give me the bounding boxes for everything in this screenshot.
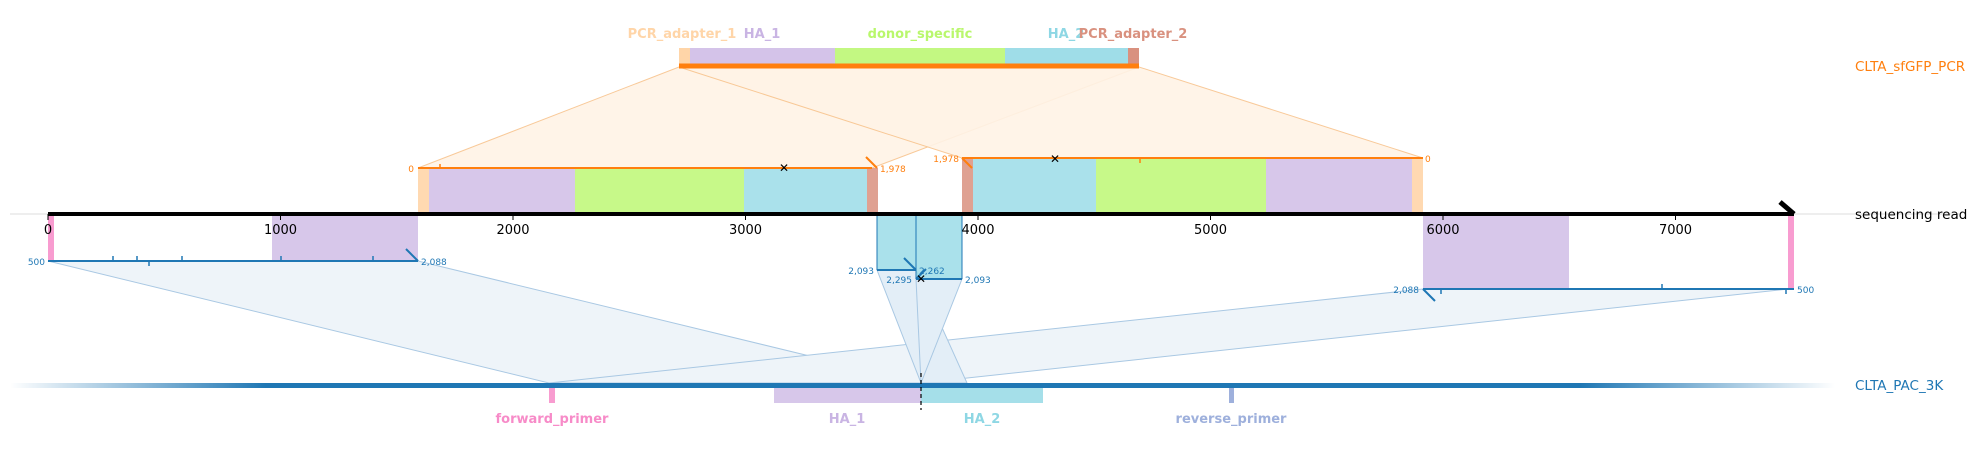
pcr-right-end-num: 0 [1425, 155, 1431, 165]
ref-projection-right [548, 288, 1789, 384]
ref-track [10, 373, 1835, 410]
pcr-right-mismatch-mark: ✕ [1050, 152, 1060, 166]
ref-mid-mismatch-mark: ✕ [916, 272, 926, 286]
pcr-left-start-num: 0 [408, 165, 414, 175]
pcr-left-end-num: 1,978 [880, 165, 906, 175]
pcr-label-ha1: HA_1 [744, 27, 781, 42]
ref-feature-forward-primer-bar [549, 388, 555, 403]
pcr-label-adapter-2: PCR_adapter_2 [1079, 27, 1188, 42]
read-tick-label: 3000 [729, 223, 762, 238]
pcr-feature-ha1-bar [690, 48, 835, 65]
pcr-track [679, 48, 1139, 69]
read-tick-label: 5000 [1194, 223, 1227, 238]
pcr-right-start-num: 1,978 [933, 155, 959, 165]
ref-feature-ha1-bar [774, 388, 921, 403]
ref-mid2-start-num: 2,295 [886, 276, 912, 286]
ref-left-end-num: 2,088 [421, 258, 447, 268]
read-tick-label: 6000 [1426, 223, 1459, 238]
ref-right-end-num: 500 [1797, 286, 1814, 296]
pcr-left-mismatch-mark: ✕ [779, 161, 789, 175]
ref-feature-reverse-primer-bar [1229, 388, 1234, 403]
pcr-label-donor: donor_specific [868, 27, 973, 42]
read-tick-label: 4000 [961, 223, 994, 238]
pcr-label-ha2: HA_2 [1048, 27, 1085, 42]
pcr-feature-donor-bar [835, 48, 1005, 65]
read-tick-label: 2000 [496, 223, 529, 238]
ref-label-ha2: HA_2 [964, 412, 1001, 427]
ref-label-forward-primer: forward_primer [496, 412, 610, 427]
read-tick-label: 7000 [1659, 223, 1692, 238]
pcr-alignment-right: ✕ 1,978 0 [933, 152, 1431, 214]
ref-mid2-end-num: 2,093 [965, 276, 991, 286]
track-label-pcr: CLTA_sfGFP_PCR [1855, 59, 1965, 75]
ref-label-ha1: HA_1 [829, 412, 866, 427]
pcr-feature-adapter-2-bar [1128, 48, 1139, 65]
pcr-label-adapter-1: PCR_adapter_1 [628, 27, 737, 42]
ref-alignment-left: 500 2,088 [28, 214, 447, 268]
pcr-feature-ha2-bar [1005, 48, 1128, 65]
track-label-ref: CLTA_PAC_3K [1855, 378, 1944, 394]
ref-feature-ha2-bar [921, 388, 1043, 403]
ref-right-start-num: 2,088 [1393, 286, 1419, 296]
track-label-read: sequencing read [1855, 207, 1967, 223]
read-axis: 0 1000 2000 3000 4000 5000 6000 7000 [10, 200, 1960, 238]
read-tick-label: 0 [44, 223, 52, 238]
ref-projection-mid [876, 269, 968, 384]
ref-track-line [10, 383, 1835, 388]
ref-left-start-num: 500 [28, 258, 45, 268]
pcr-alignment-left: ✕ 0 1,978 [408, 156, 906, 214]
read-axis-ticks: 0 1000 2000 3000 4000 5000 6000 7000 [44, 214, 1692, 238]
pcr-feature-adapter-1-bar [679, 48, 690, 65]
read-end-marker [1778, 200, 1796, 216]
ref-alignment-right: 2,088 500 [1393, 214, 1814, 302]
ref-mid1-start-num: 2,093 [848, 267, 874, 277]
ref-mid1-end-num: 2,262 [919, 267, 945, 277]
read-tick-label: 1000 [264, 223, 297, 238]
ref-alignment-mid: ✕ 2,093 2,262 2,295 2,093 [848, 214, 991, 286]
ref-label-reverse-primer: reverse_primer [1176, 412, 1288, 427]
